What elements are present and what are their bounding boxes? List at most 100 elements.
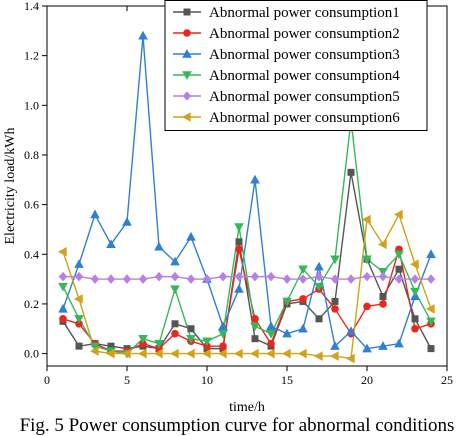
data-point-series-1 — [331, 297, 339, 305]
data-point-series-6 — [122, 348, 131, 359]
data-point-series-1 — [395, 265, 403, 273]
data-point-series-2 — [219, 342, 227, 350]
data-point-series-2 — [171, 329, 179, 338]
data-point-series-4 — [394, 250, 404, 260]
y-tick-label: 1.0 — [24, 98, 39, 112]
data-point-series-5 — [362, 271, 372, 282]
series-line-3 — [62, 35, 432, 350]
y-tick-label: 1.2 — [24, 49, 39, 63]
data-point-series-1 — [75, 342, 83, 350]
legend: Abnormal power consumption1 Abnormal powe… — [164, 0, 428, 131]
x-tick-label: 0 — [44, 373, 50, 387]
x-tick-label: 5 — [124, 373, 130, 387]
data-point-series-6 — [218, 348, 227, 359]
y-axis-label: Electricity load/kWh — [3, 127, 18, 244]
data-point-series-6 — [138, 348, 147, 359]
x-tick-label: 25 — [441, 373, 453, 387]
data-point-series-3 — [282, 328, 292, 338]
data-point-series-4 — [218, 330, 228, 339]
data-point-series-4 — [426, 317, 436, 327]
data-point-series-5 — [106, 274, 116, 284]
y-tick-label: 0.0 — [24, 347, 39, 361]
y-tick-label: 0.6 — [24, 198, 39, 212]
data-point-series-3 — [154, 241, 164, 251]
data-point-series-6 — [202, 348, 211, 359]
data-point-series-1 — [427, 345, 435, 353]
data-point-series-2 — [331, 305, 339, 313]
data-point-series-2 — [411, 324, 419, 333]
series-line-1 — [62, 172, 432, 350]
data-point-series-6 — [90, 346, 99, 356]
data-point-series-5 — [218, 271, 228, 282]
data-point-series-4 — [314, 282, 324, 292]
x-tick-label: 15 — [281, 373, 293, 387]
legend-label-1: Abnormal power consumption1 — [209, 5, 400, 21]
data-point-series-1 — [171, 320, 179, 328]
data-point-series-5 — [186, 274, 196, 284]
data-point-series-4 — [58, 282, 68, 292]
figure-caption: Fig. 5 Power consumption curve for abnor… — [20, 415, 455, 436]
data-point-series-3 — [122, 217, 132, 226]
data-point-series-3 — [234, 284, 244, 293]
data-point-series-5 — [410, 274, 420, 284]
data-point-series-1 — [315, 315, 323, 323]
data-point-series-6 — [394, 209, 403, 220]
data-point-series-5 — [170, 271, 180, 282]
data-point-series-4 — [234, 223, 244, 232]
data-point-series-4 — [266, 330, 276, 339]
data-point-series-2 — [379, 300, 387, 308]
data-point-series-4 — [410, 287, 420, 297]
data-point-series-2 — [267, 339, 275, 348]
x-tick-label: 20 — [361, 373, 373, 387]
data-point-series-4 — [138, 334, 148, 344]
x-axis-label: time/h — [229, 400, 265, 415]
data-point-series-3 — [106, 239, 116, 249]
legend-label-5: Abnormal power consumption5 — [209, 89, 400, 105]
data-point-series-3 — [378, 341, 388, 350]
data-point-series-5 — [138, 274, 148, 284]
data-point-series-6 — [410, 259, 419, 270]
data-point-series-5 — [58, 271, 68, 282]
data-point-series-4 — [154, 339, 164, 349]
data-point-series-2 — [59, 315, 67, 323]
data-point-series-2 — [251, 315, 259, 323]
axes: 0 5 10 15 20 25 0.0 0.2 0.4 0.6 0.8 1.0 1.2 1.4 — [24, 0, 453, 387]
data-point-series-6 — [426, 304, 435, 314]
data-point-series-3 — [426, 249, 436, 258]
data-point-series-4 — [90, 342, 100, 352]
data-point-series-3 — [330, 341, 340, 350]
data-point-series-6 — [154, 348, 163, 359]
data-point-series-6 — [106, 348, 115, 359]
data-point-series-6 — [282, 348, 291, 359]
data-point-series-6 — [234, 348, 243, 359]
data-point-series-2 — [363, 302, 371, 311]
data-point-series-4 — [362, 255, 372, 265]
data-point-series-1 — [379, 292, 387, 300]
y-tick-label: 1.4 — [24, 0, 39, 13]
legend-marker-5 — [182, 91, 192, 101]
data-point-series-3 — [298, 323, 308, 333]
data-point-series-6 — [346, 353, 355, 364]
data-point-series-5 — [298, 274, 308, 284]
data-point-series-3 — [186, 231, 196, 241]
data-point-series-3 — [90, 209, 100, 219]
legend-marker-4 — [182, 71, 192, 80]
data-point-series-4 — [298, 265, 308, 275]
legend-marker-6 — [182, 112, 191, 122]
data-point-series-1 — [251, 335, 259, 343]
data-point-series-4 — [74, 315, 84, 324]
data-point-series-4 — [250, 322, 260, 332]
data-point-series-5 — [74, 271, 84, 282]
data-point-series-5 — [282, 274, 292, 284]
data-point-series-3 — [170, 256, 180, 266]
data-point-series-4 — [282, 297, 292, 307]
data-point-series-2 — [235, 245, 243, 254]
data-point-series-1 — [107, 342, 115, 350]
x-tick-label: 10 — [201, 373, 213, 387]
data-point-series-2 — [299, 295, 307, 303]
data-point-series-1 — [235, 238, 243, 246]
data-point-series-5 — [330, 274, 340, 284]
data-point-series-5 — [378, 271, 388, 282]
data-point-series-1 — [187, 325, 195, 333]
